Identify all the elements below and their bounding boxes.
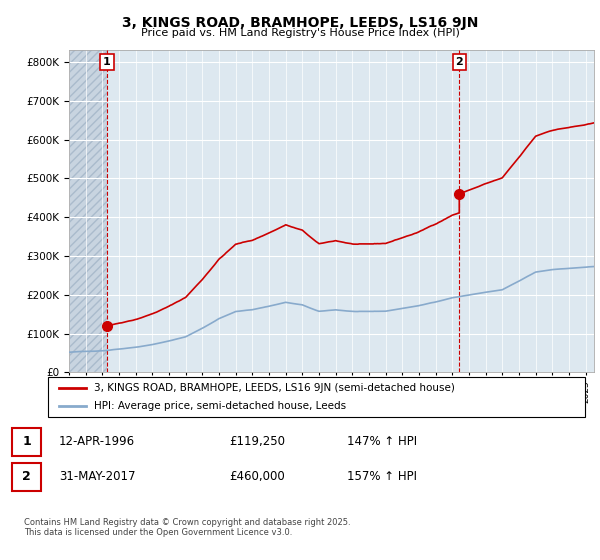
Text: 12-APR-1996: 12-APR-1996 — [59, 435, 135, 449]
Text: Price paid vs. HM Land Registry's House Price Index (HPI): Price paid vs. HM Land Registry's House … — [140, 28, 460, 38]
Text: 3, KINGS ROAD, BRAMHOPE, LEEDS, LS16 9JN (semi-detached house): 3, KINGS ROAD, BRAMHOPE, LEEDS, LS16 9JN… — [94, 383, 455, 393]
Text: 2: 2 — [22, 470, 31, 483]
Text: Contains HM Land Registry data © Crown copyright and database right 2025.
This d: Contains HM Land Registry data © Crown c… — [24, 518, 350, 538]
Text: 1: 1 — [103, 57, 111, 67]
FancyBboxPatch shape — [12, 463, 41, 491]
Text: 147% ↑ HPI: 147% ↑ HPI — [347, 435, 417, 449]
Text: 2: 2 — [455, 57, 463, 67]
Text: 3, KINGS ROAD, BRAMHOPE, LEEDS, LS16 9JN: 3, KINGS ROAD, BRAMHOPE, LEEDS, LS16 9JN — [122, 16, 478, 30]
Text: 1: 1 — [22, 435, 31, 449]
Bar — [69, 24, 107, 372]
Text: 31-MAY-2017: 31-MAY-2017 — [59, 470, 136, 483]
FancyBboxPatch shape — [48, 377, 585, 417]
Text: HPI: Average price, semi-detached house, Leeds: HPI: Average price, semi-detached house,… — [94, 402, 346, 411]
Text: £119,250: £119,250 — [229, 435, 286, 449]
FancyBboxPatch shape — [12, 428, 41, 456]
Text: £460,000: £460,000 — [229, 470, 285, 483]
Text: 157% ↑ HPI: 157% ↑ HPI — [347, 470, 417, 483]
